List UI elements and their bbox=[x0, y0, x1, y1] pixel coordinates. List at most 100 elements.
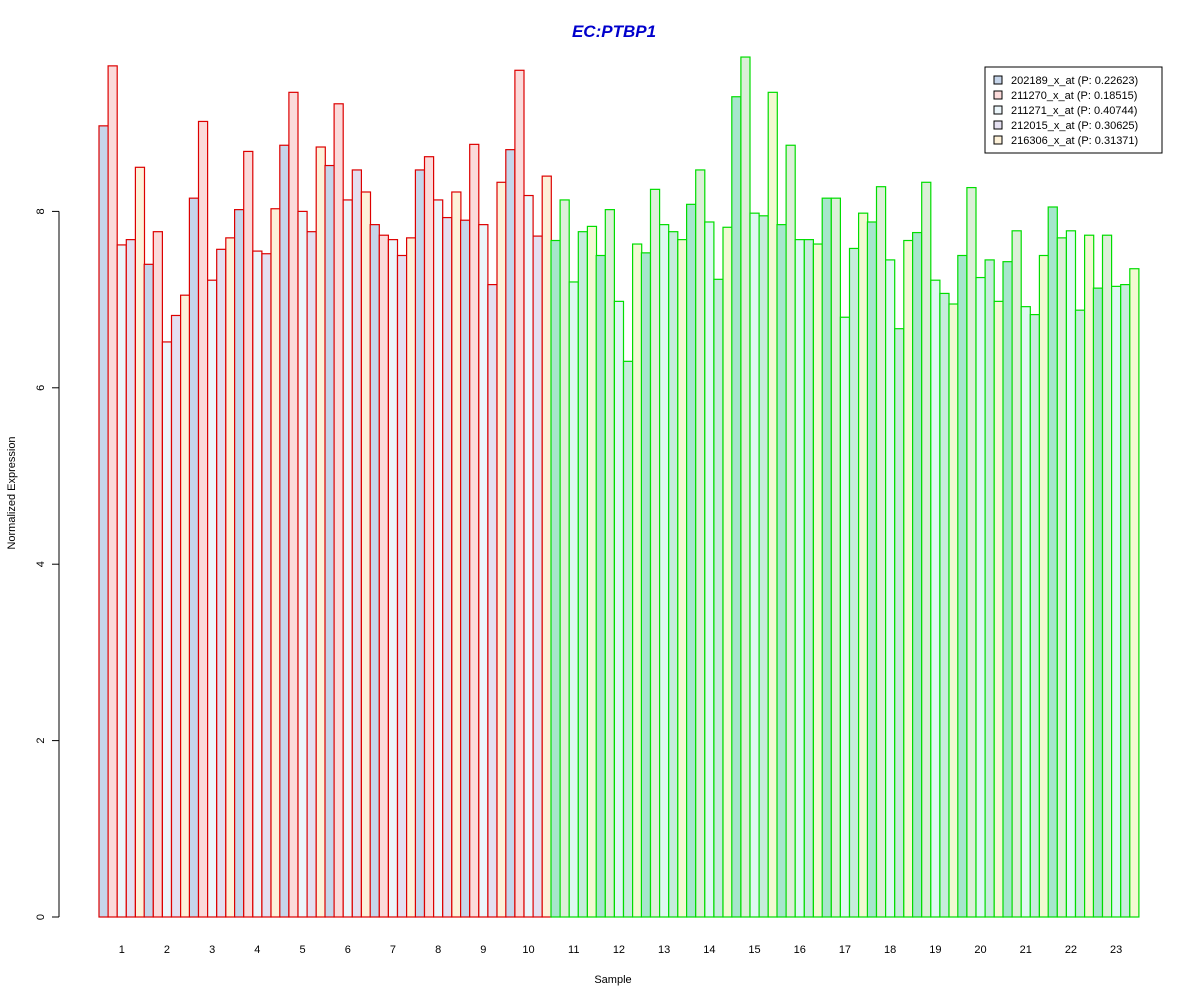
bar bbox=[857, 212, 869, 918]
bar bbox=[559, 199, 570, 918]
bar bbox=[568, 281, 579, 918]
bar bbox=[767, 91, 778, 918]
bar bbox=[966, 186, 977, 918]
bar bbox=[749, 212, 760, 918]
bar bbox=[776, 224, 787, 918]
bar bbox=[1056, 237, 1068, 918]
x-tick-label: 9 bbox=[480, 944, 486, 956]
bar bbox=[207, 279, 218, 918]
legend-entry: 202189_x_at (P: 0.22623) bbox=[1011, 75, 1138, 87]
x-tick-label: 17 bbox=[839, 944, 851, 956]
legend-entry: 211270_x_at (P: 0.18515) bbox=[1011, 90, 1137, 102]
bar bbox=[1101, 234, 1113, 918]
bar bbox=[414, 169, 426, 918]
bar bbox=[903, 239, 914, 918]
bar bbox=[866, 221, 878, 918]
x-tick-label: 7 bbox=[390, 944, 396, 956]
bar bbox=[722, 226, 733, 918]
bar bbox=[740, 56, 751, 918]
bar bbox=[550, 239, 561, 918]
bar bbox=[351, 169, 362, 918]
bar bbox=[595, 254, 606, 918]
bar bbox=[668, 231, 679, 918]
bar bbox=[685, 203, 697, 918]
x-tick-label: 10 bbox=[522, 944, 534, 956]
bar bbox=[505, 149, 516, 918]
x-tick-label: 22 bbox=[1065, 944, 1077, 956]
legend-swatch bbox=[993, 105, 1003, 115]
bar bbox=[631, 243, 643, 918]
bar bbox=[342, 199, 353, 918]
bar bbox=[894, 328, 905, 918]
bar bbox=[243, 150, 254, 918]
bar bbox=[288, 91, 299, 918]
chart-title: EC:PTBP1 bbox=[572, 22, 656, 41]
x-tick-label: 6 bbox=[345, 944, 351, 956]
x-tick-label: 16 bbox=[794, 944, 806, 956]
bar bbox=[586, 225, 598, 918]
bar bbox=[758, 215, 769, 918]
bar bbox=[523, 194, 534, 918]
bar bbox=[261, 253, 272, 918]
legend: 202189_x_at (P: 0.22623) 211270_x_at (P: … bbox=[984, 66, 1163, 154]
bar bbox=[848, 247, 860, 918]
bar bbox=[677, 239, 688, 918]
legend-swatch bbox=[993, 75, 1003, 85]
bar bbox=[378, 234, 389, 918]
bar bbox=[975, 276, 986, 918]
bar bbox=[514, 69, 525, 918]
bar bbox=[197, 120, 209, 918]
bar bbox=[1120, 284, 1131, 918]
bar bbox=[387, 239, 399, 918]
x-tick-label: 15 bbox=[748, 944, 760, 956]
bar bbox=[433, 199, 444, 918]
bar bbox=[451, 191, 462, 918]
bar bbox=[1029, 313, 1041, 918]
bar bbox=[442, 216, 453, 918]
bar bbox=[360, 191, 372, 918]
bar bbox=[930, 279, 941, 918]
bar bbox=[1011, 230, 1022, 918]
y-tick-label: 0 bbox=[35, 914, 47, 920]
bar bbox=[460, 219, 471, 918]
bar bbox=[613, 300, 625, 918]
bar bbox=[957, 254, 968, 918]
bar bbox=[731, 96, 742, 918]
x-tick-label: 8 bbox=[435, 944, 441, 956]
bar bbox=[658, 224, 670, 918]
y-tick-label: 8 bbox=[35, 208, 47, 214]
bar bbox=[640, 252, 652, 918]
bar bbox=[821, 197, 832, 918]
y-axis-label: Normalized Expression bbox=[6, 436, 18, 549]
bar bbox=[1002, 261, 1013, 918]
x-tick-label: 1 bbox=[119, 944, 125, 956]
x-tick-label: 21 bbox=[1020, 944, 1032, 956]
bar bbox=[116, 244, 127, 918]
bar bbox=[134, 166, 146, 918]
bar bbox=[812, 243, 824, 918]
bar bbox=[577, 231, 588, 918]
legend-entry: 216306_x_at (P: 0.31371) bbox=[1011, 135, 1138, 147]
bar bbox=[333, 103, 344, 918]
x-tick-label: 2 bbox=[164, 944, 170, 956]
bar bbox=[695, 169, 706, 918]
bar bbox=[98, 125, 109, 918]
bar bbox=[279, 144, 290, 918]
bar bbox=[993, 300, 1004, 918]
bar bbox=[1129, 268, 1140, 918]
bar bbox=[478, 224, 489, 918]
x-axis-label: Sample bbox=[594, 974, 631, 986]
bar bbox=[487, 284, 498, 918]
y-tick-label: 2 bbox=[35, 738, 47, 744]
x-tick-label: 12 bbox=[613, 944, 625, 956]
bar bbox=[1020, 306, 1031, 918]
x-tick-label: 13 bbox=[658, 944, 670, 956]
bar bbox=[143, 263, 154, 918]
bar bbox=[984, 259, 995, 918]
bar bbox=[939, 292, 950, 918]
bar bbox=[803, 239, 814, 918]
bar bbox=[225, 237, 236, 918]
bar bbox=[125, 239, 137, 918]
bar bbox=[839, 316, 851, 918]
bar bbox=[496, 181, 507, 918]
